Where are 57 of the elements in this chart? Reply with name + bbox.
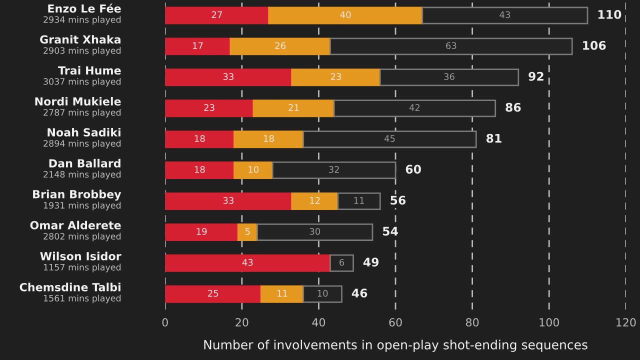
x-axis-title: Number of involvements in open-play shot-ending sequences — [204, 340, 588, 352]
x-tick-label: 40 — [312, 318, 326, 327]
data-label: 30 — [310, 228, 320, 235]
y-tick-label: Noah Sadiki 2894 mins played — [44, 128, 121, 148]
data-label: 43 — [500, 11, 510, 18]
x-tick-label: 0 — [162, 318, 168, 327]
y-tick-label: Wilson Isidor 1157 mins played — [40, 252, 122, 272]
data-label: 18 — [194, 166, 205, 173]
data-label: 33 — [223, 197, 234, 204]
data-label: 10 — [318, 290, 328, 297]
y-tick-label: Enzo Le Fée 2934 mins played — [44, 4, 121, 25]
data-label: 63 — [446, 42, 456, 50]
data-label: 17 — [193, 42, 203, 49]
total-label: 86 — [506, 102, 521, 112]
data-label: 10 — [248, 166, 259, 173]
x-tick-label: 120 — [616, 318, 636, 327]
total-label: 60 — [406, 164, 421, 174]
data-label: 25 — [208, 290, 218, 297]
data-label: 18 — [194, 135, 205, 142]
x-tick-label: 80 — [466, 318, 479, 327]
total-label: 56 — [390, 196, 406, 205]
x-tick-label: 20 — [236, 318, 248, 327]
x-tick-label: 100 — [540, 318, 559, 327]
total-label: 110 — [598, 10, 622, 19]
data-label: 40 — [340, 11, 351, 18]
y-tick-label: Dan Ballard 2148 mins played — [44, 158, 121, 180]
y-tick-label: Granit Xhaka 2903 mins played — [40, 35, 121, 56]
data-label: 45 — [384, 135, 395, 142]
data-label: 43 — [242, 258, 253, 266]
data-label: 11 — [354, 197, 364, 204]
data-label: 18 — [264, 135, 274, 142]
total-label: 106 — [583, 40, 606, 50]
data-label: 32 — [329, 166, 339, 173]
total-label: 92 — [528, 72, 544, 81]
data-label: 23 — [330, 73, 342, 80]
total-label: 81 — [486, 134, 502, 143]
data-label: 42 — [409, 104, 420, 111]
data-label: 12 — [310, 197, 320, 204]
data-label: 23 — [204, 104, 214, 111]
data-label: 19 — [196, 228, 207, 235]
data-label: 5 — [246, 228, 250, 235]
y-tick-label: Omar Alderete 2802 mins played — [30, 220, 121, 242]
data-label: 33 — [223, 73, 234, 80]
y-tick-label: Trai Hume 3037 mins played — [44, 66, 121, 86]
data-label: 6 — [340, 258, 344, 266]
data-label: 36 — [444, 73, 454, 80]
data-label: 26 — [275, 42, 286, 50]
total-label: 49 — [363, 258, 379, 267]
y-tick-label: Nordi Mukiele 2787 mins played — [35, 96, 121, 118]
x-tick-label: 60 — [389, 318, 402, 327]
data-label: 27 — [212, 11, 222, 18]
total-label: 54 — [382, 226, 398, 236]
total-label: 46 — [352, 288, 368, 298]
y-tick-label: Brian Brobbey 1931 mins played — [33, 190, 122, 210]
data-label: 21 — [288, 104, 299, 111]
y-tick-label: Chemsdine Talbi 1561 mins played — [20, 282, 121, 304]
data-label: 11 — [277, 290, 288, 297]
